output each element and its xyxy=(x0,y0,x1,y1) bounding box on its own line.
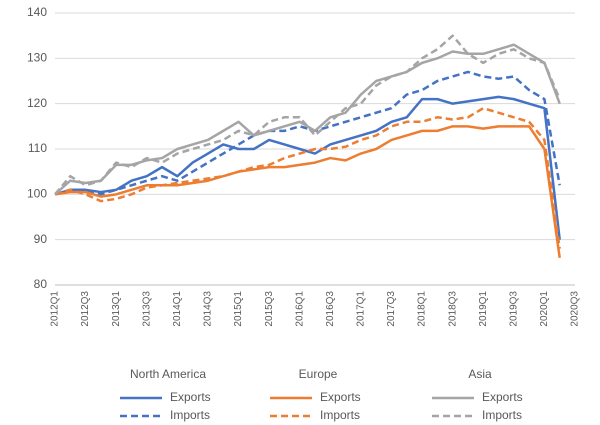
x-tick-label: 2012Q3 xyxy=(80,291,91,327)
x-tick-label: 2018Q3 xyxy=(447,291,458,327)
y-tick-label: 140 xyxy=(27,5,47,19)
legend-label: Imports xyxy=(170,408,210,422)
legend-label: Imports xyxy=(482,408,522,422)
x-tick-label: 2019Q1 xyxy=(478,291,489,327)
x-tick-label: 2020Q3 xyxy=(570,291,581,327)
legend-label: Exports xyxy=(170,390,211,404)
x-tick-label: 2016Q3 xyxy=(325,291,336,327)
x-tick-label: 2017Q3 xyxy=(386,291,397,327)
legend-label: Exports xyxy=(482,390,523,404)
x-tick-label: 2018Q1 xyxy=(417,291,428,327)
x-tick-label: 2017Q1 xyxy=(356,291,367,327)
legend-group-title: North America xyxy=(130,367,206,381)
x-tick-label: 2016Q1 xyxy=(294,291,305,327)
series-line xyxy=(54,43,561,196)
y-tick-label: 90 xyxy=(34,232,48,246)
series-line xyxy=(54,34,561,196)
y-tick-label: 80 xyxy=(34,277,48,291)
y-tick-label: 110 xyxy=(28,141,47,155)
x-tick-label: 2020Q1 xyxy=(539,291,550,327)
x-tick-label: 2012Q1 xyxy=(50,291,61,327)
x-tick-label: 2015Q1 xyxy=(233,291,244,327)
legend-label: Exports xyxy=(320,390,361,404)
series-line xyxy=(54,106,561,249)
series-line xyxy=(54,95,561,240)
y-tick-label: 120 xyxy=(27,96,47,110)
x-tick-label: 2014Q1 xyxy=(172,291,183,327)
legend-group-title: Europe xyxy=(299,367,338,381)
legend-group-title: Asia xyxy=(468,367,492,381)
series-line xyxy=(54,70,561,196)
x-tick-label: 2015Q3 xyxy=(264,291,275,327)
x-tick-label: 2019Q3 xyxy=(508,291,519,327)
x-tick-label: 2013Q1 xyxy=(111,291,122,327)
legend-label: Imports xyxy=(320,408,360,422)
y-tick-label: 130 xyxy=(27,51,47,65)
x-tick-label: 2014Q3 xyxy=(203,291,214,327)
y-tick-label: 100 xyxy=(27,187,47,201)
series-line xyxy=(54,125,561,258)
x-tick-label: 2013Q3 xyxy=(141,291,152,327)
